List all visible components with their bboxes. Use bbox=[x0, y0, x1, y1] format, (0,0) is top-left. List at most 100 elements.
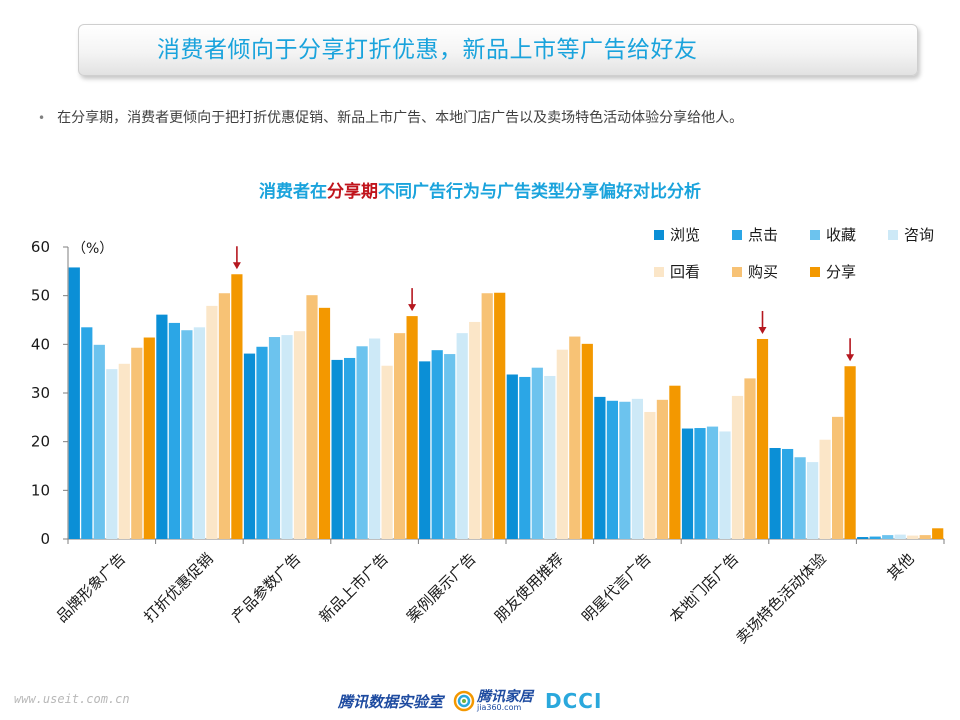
legend-item: 咨询 bbox=[888, 224, 934, 245]
x-category-label: 打折优惠促销 bbox=[140, 550, 216, 626]
bar bbox=[406, 316, 418, 539]
bar bbox=[556, 349, 568, 539]
bar bbox=[506, 374, 518, 539]
legend-label: 回看 bbox=[670, 263, 701, 281]
bar bbox=[844, 366, 856, 539]
y-tick-label: 60 bbox=[31, 238, 50, 256]
bar bbox=[894, 534, 906, 539]
bar bbox=[318, 307, 331, 539]
x-category-label: 案例展示广告 bbox=[403, 550, 479, 626]
x-category-label: 产品参数广告 bbox=[228, 550, 304, 626]
bar bbox=[531, 367, 543, 539]
bar bbox=[919, 535, 931, 539]
highlight-arrowhead bbox=[758, 326, 767, 334]
bar bbox=[581, 343, 593, 539]
chart-title-prefix: 消费者在 bbox=[259, 182, 327, 202]
bar bbox=[206, 305, 218, 539]
legend-item: 收藏 bbox=[810, 224, 856, 245]
legend-swatch bbox=[732, 266, 742, 277]
bar bbox=[93, 344, 105, 539]
highlight-arrowhead bbox=[232, 262, 241, 270]
bar bbox=[769, 447, 781, 539]
bar bbox=[419, 361, 431, 539]
footer-logos: 腾讯数据实验室 腾讯家居 jia360.com DCCI bbox=[338, 688, 602, 714]
highlight-arrowhead bbox=[846, 354, 855, 362]
bar bbox=[118, 363, 130, 539]
bar bbox=[181, 330, 193, 539]
bar-chart: 0 10 20 30 40 50 60 （%） 品牌形象广告 打折优惠促销 产品参数广告 新品上市广告… bbox=[31, 238, 945, 648]
y-tick-label: 30 bbox=[31, 384, 50, 402]
tencent-home-logo-icon bbox=[453, 690, 475, 712]
bar bbox=[481, 293, 493, 539]
bar bbox=[106, 369, 118, 539]
bar bbox=[656, 399, 668, 539]
x-category-label: 卖场特色活动体验 bbox=[732, 550, 830, 648]
bar bbox=[544, 375, 556, 539]
bar bbox=[807, 462, 819, 539]
bullet-text: 在分享期，消费者更倾向于把打折优惠促销、新品上市广告、本地门店广告以及卖场特色活… bbox=[57, 110, 744, 126]
bar bbox=[381, 365, 393, 539]
legend-swatch bbox=[654, 229, 664, 240]
bar bbox=[494, 292, 506, 539]
tencent-home-logo-text: 腾讯家居 bbox=[477, 689, 534, 705]
legend-swatch bbox=[810, 229, 820, 240]
legend-item: 点击 bbox=[732, 224, 778, 245]
bar bbox=[594, 396, 606, 539]
legend-item: 购买 bbox=[732, 261, 778, 282]
bar bbox=[869, 536, 881, 539]
bar bbox=[756, 338, 769, 539]
x-category-label: 明星代言广告 bbox=[578, 550, 654, 626]
bar bbox=[356, 346, 368, 539]
bar bbox=[782, 448, 794, 539]
bar bbox=[81, 327, 93, 539]
bar bbox=[369, 338, 381, 539]
bar bbox=[193, 327, 205, 539]
bar bbox=[431, 350, 443, 539]
bar bbox=[819, 439, 831, 539]
legend-label: 咨询 bbox=[904, 226, 935, 244]
legend-swatch bbox=[732, 229, 742, 240]
bar bbox=[606, 400, 618, 539]
bar bbox=[681, 428, 694, 539]
bar bbox=[619, 401, 631, 539]
bar bbox=[456, 333, 468, 539]
bar bbox=[394, 333, 406, 539]
bar bbox=[469, 321, 481, 539]
bar bbox=[293, 331, 306, 539]
legend-label: 点击 bbox=[748, 226, 779, 244]
website-watermark: www.useit.com.cn bbox=[14, 692, 130, 706]
bar bbox=[156, 314, 168, 539]
x-category-label: 朋友使用推荐 bbox=[491, 550, 567, 626]
legend-label: 收藏 bbox=[826, 226, 857, 244]
bar bbox=[932, 528, 944, 539]
bar bbox=[631, 398, 643, 539]
bar bbox=[569, 336, 581, 539]
x-category-label: 新品上市广告 bbox=[316, 550, 392, 626]
bar bbox=[131, 347, 143, 539]
y-tick-label: 20 bbox=[31, 433, 50, 451]
bar bbox=[744, 378, 756, 539]
bar bbox=[218, 293, 230, 539]
bar bbox=[143, 337, 155, 539]
bar bbox=[306, 295, 318, 539]
page-title: 消费者倾向于分享打折优惠，新品上市等广告给好友 bbox=[157, 37, 698, 63]
x-category-label: 其他 bbox=[884, 550, 918, 584]
highlight-arrowhead bbox=[408, 304, 417, 312]
bar bbox=[444, 354, 456, 539]
legend-item: 回看 bbox=[654, 261, 700, 282]
legend-swatch bbox=[888, 229, 898, 240]
bar bbox=[168, 322, 180, 539]
bullet-icon: • bbox=[38, 111, 46, 125]
legend-swatch bbox=[654, 266, 664, 277]
bar bbox=[231, 274, 243, 539]
bullet-point: • 在分享期，消费者更倾向于把打折优惠促销、新品上市广告、本地门店广告以及卖场特色… bbox=[38, 107, 743, 127]
chart-title-highlight: 分享期 bbox=[327, 182, 378, 202]
bar bbox=[243, 353, 256, 539]
legend-label: 浏览 bbox=[670, 226, 701, 244]
bar bbox=[694, 428, 706, 539]
bar bbox=[907, 535, 919, 539]
bar bbox=[68, 267, 80, 539]
bar bbox=[731, 395, 744, 539]
bar bbox=[268, 337, 281, 539]
chart-title-suffix: 不同广告行为与广告类型分享偏好对比分析 bbox=[378, 182, 701, 202]
